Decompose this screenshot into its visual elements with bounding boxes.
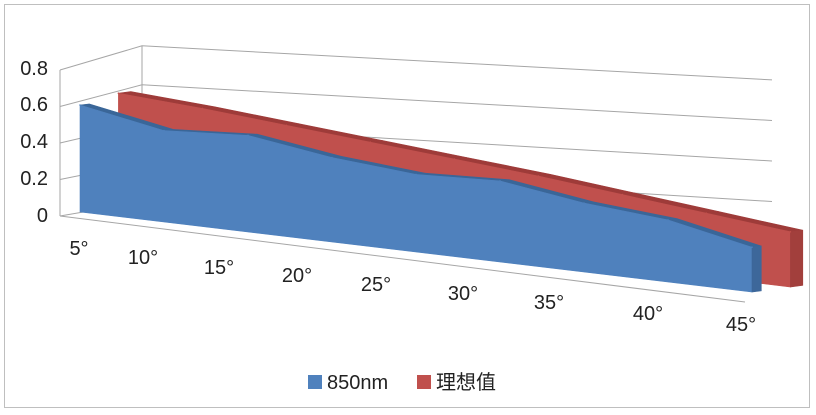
area-side-ideal	[790, 229, 804, 288]
series-front-layer	[79, 103, 762, 293]
data-point-ideal-3	[369, 141, 372, 143]
legend-swatch-ideal	[417, 375, 431, 389]
data-point-850nm-4	[415, 173, 417, 176]
x-tick-label: 40°	[633, 303, 663, 325]
y-tick-label: 0.6	[20, 94, 48, 116]
data-point-850nm-2	[247, 134, 249, 137]
data-point-ideal-0	[117, 92, 120, 94]
x-tick-label: 35°	[534, 292, 564, 314]
legend-label-ideal: 理想值	[436, 371, 496, 394]
data-point-ideal-7	[705, 212, 708, 214]
legend-label-850nm: 850nm	[327, 372, 388, 394]
data-point-ideal-5	[537, 175, 540, 177]
legend-swatch-850nm	[308, 375, 322, 389]
data-point-ideal-6	[621, 193, 624, 196]
data-point-850nm-0	[79, 104, 81, 106]
data-point-ideal-1	[201, 107, 204, 110]
data-point-850nm-6	[583, 202, 585, 204]
data-point-ideal-4	[453, 158, 456, 160]
x-tick-label: 25°	[361, 274, 391, 296]
y-tick-label: 0	[37, 205, 48, 227]
legend: 850nm 理想值	[308, 371, 496, 394]
x-tick-label: 5°	[69, 238, 88, 260]
y-tick-label: 0.4	[20, 131, 48, 153]
data-point-850nm-1	[163, 129, 165, 132]
floor-front-edge	[59, 215, 746, 303]
y-tick-label: 0.8	[20, 58, 48, 80]
x-tick-label: 30°	[448, 283, 478, 305]
data-point-850nm-7	[667, 219, 669, 221]
data-point-850nm-3	[331, 156, 333, 159]
x-tick-label: 20°	[282, 265, 312, 287]
gridline-0-8	[59, 45, 773, 81]
y-axis-ticks: 0 0.2 0.4 0.6 0.8	[20, 58, 48, 227]
data-point-ideal-2	[285, 124, 288, 127]
data-point-850nm-8	[751, 246, 753, 248]
y-tick-label: 0.2	[20, 168, 48, 190]
x-tick-label: 10°	[128, 247, 158, 269]
data-point-850nm-5	[499, 180, 501, 182]
x-tick-label: 15°	[204, 257, 234, 279]
area-side-850nm	[751, 245, 762, 293]
data-point-ideal-8	[789, 231, 792, 233]
x-tick-label: 45°	[726, 314, 756, 336]
x-axis-ticks: 5° 10° 15° 20° 25° 30° 35° 40° 45°	[69, 238, 756, 336]
